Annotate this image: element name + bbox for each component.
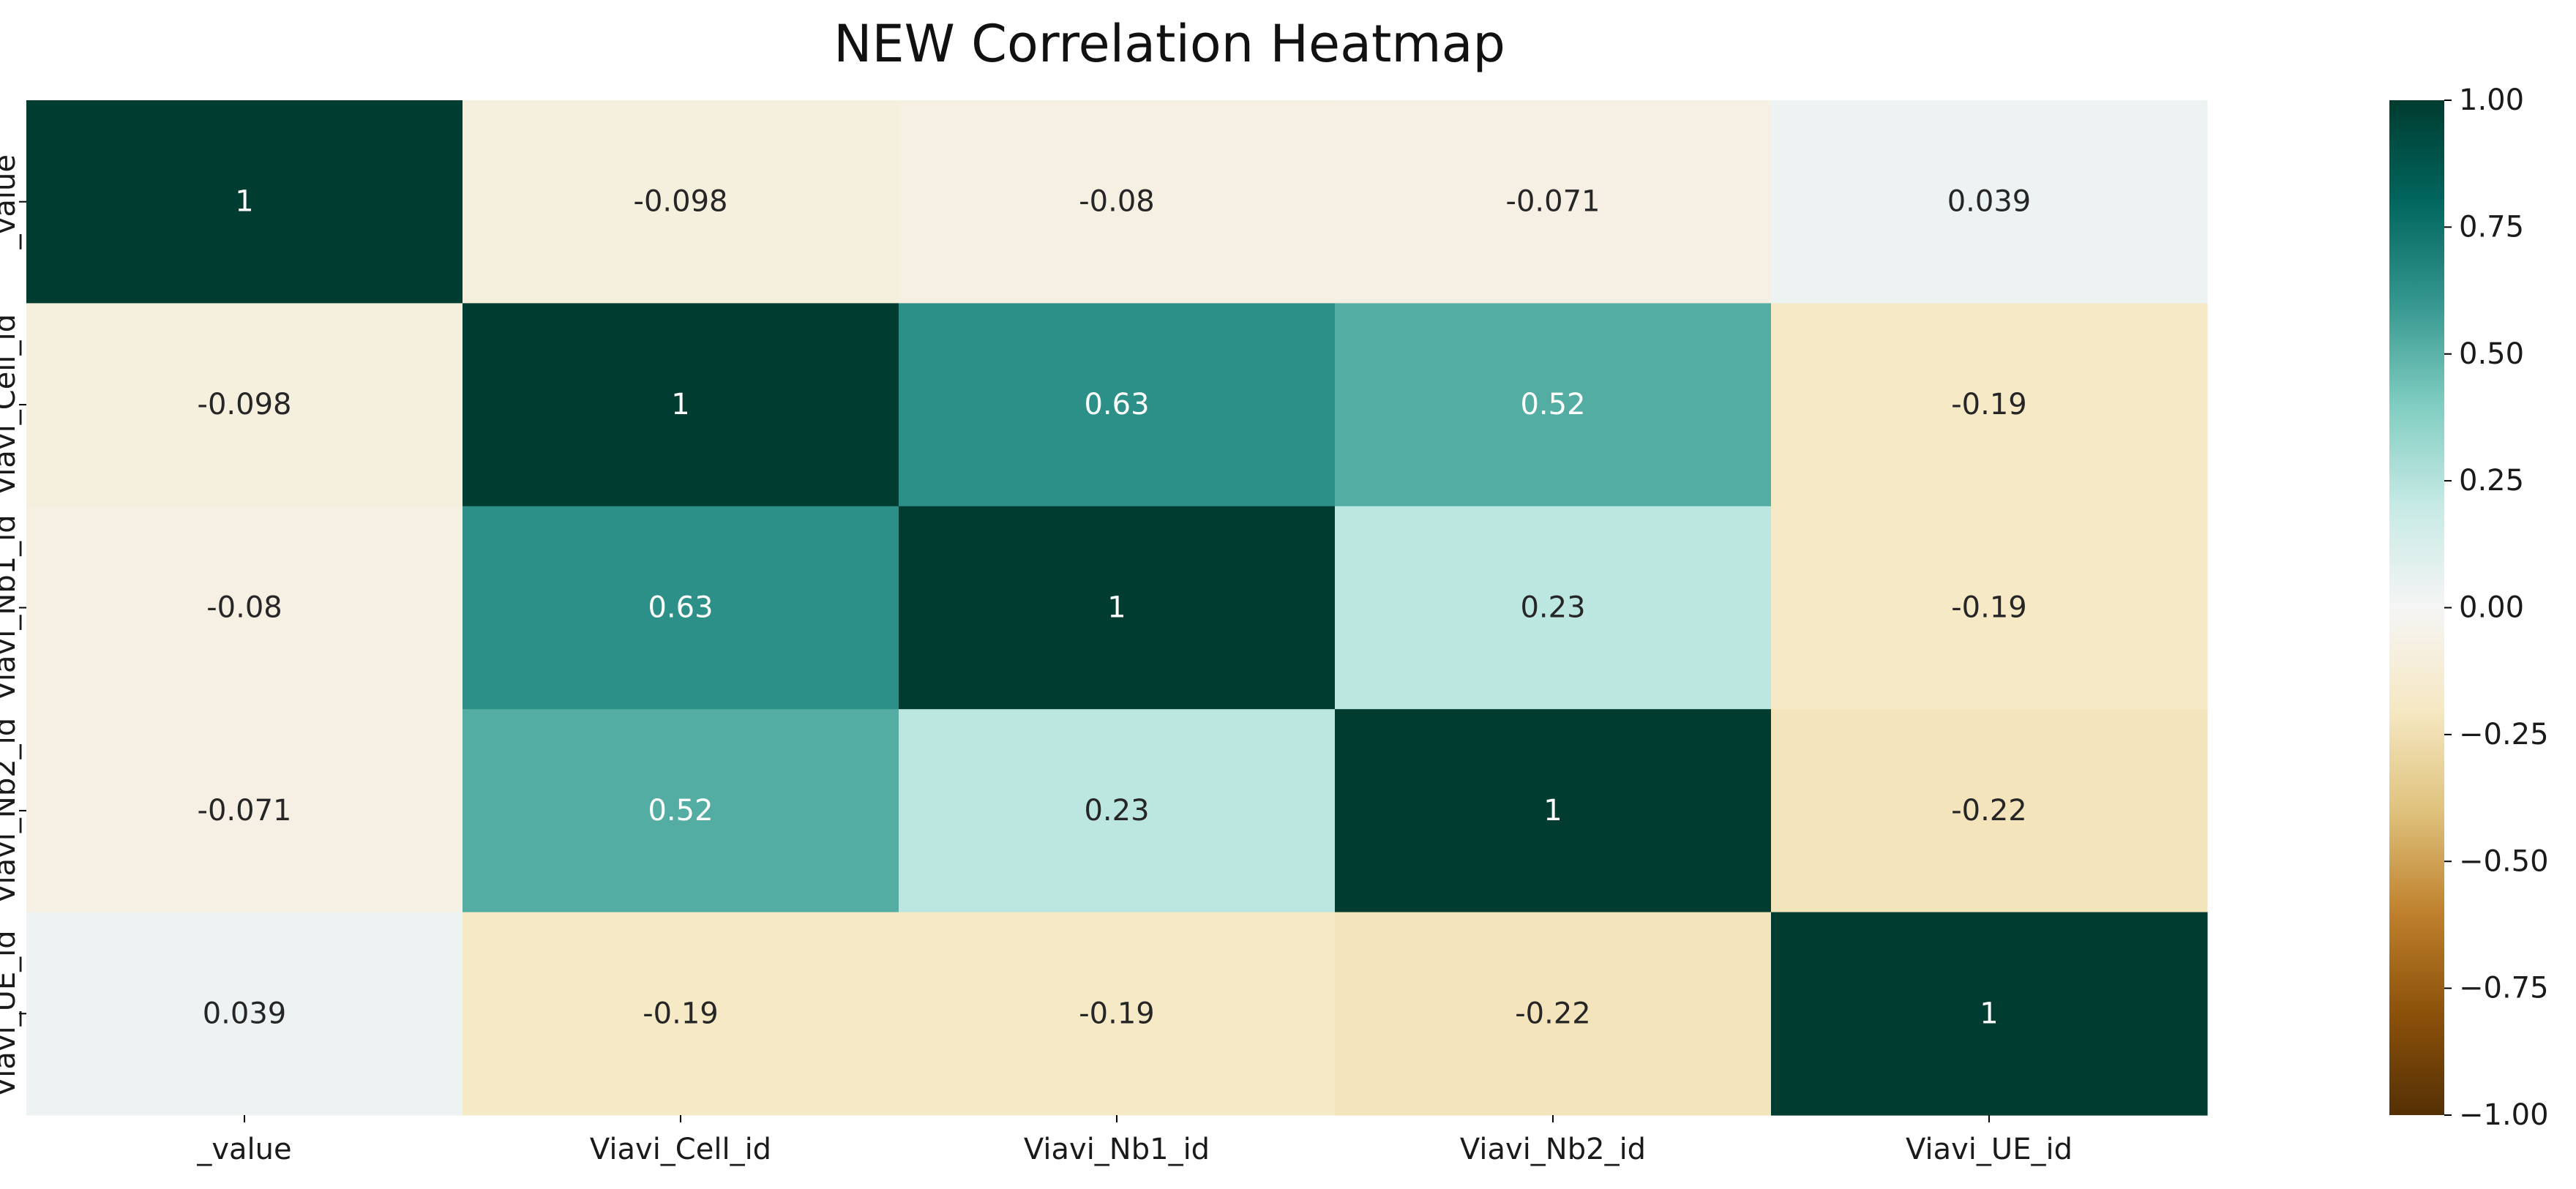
heatmap-cell xyxy=(463,506,899,710)
cell-annotation: -0.19 xyxy=(1951,388,2027,421)
colorbar-tick-label: 1.00 xyxy=(2459,83,2524,117)
y-tick-label: Viavi_Cell_id xyxy=(0,314,22,495)
heatmap-cells xyxy=(26,100,2208,1116)
cell-annotation: -0.098 xyxy=(634,185,728,219)
heatmap-cell xyxy=(463,912,899,1116)
y-axis-ticks: _value Viavi_Cell_id Viavi_Nb1_id Viavi_Nb2… xyxy=(0,154,26,1097)
y-tick-label: Viavi_UE_id xyxy=(0,930,22,1097)
cell-annotation: 0.52 xyxy=(1520,388,1585,421)
heatmap-cell xyxy=(463,303,899,507)
colorbar-tick-label: 0.00 xyxy=(2459,591,2524,625)
x-tick-label: Viavi_UE_id xyxy=(1906,1133,2073,1166)
cell-annotation: -0.071 xyxy=(1506,185,1600,219)
heatmap-cell xyxy=(1771,709,2208,913)
y-tick-label: Viavi_Nb2_id xyxy=(0,718,22,904)
x-tick-label: Viavi_Nb1_id xyxy=(1024,1133,1210,1166)
colorbar-tick-label: 0.75 xyxy=(2459,210,2524,244)
colorbar-tick-label: −1.00 xyxy=(2459,1098,2549,1132)
heatmap-cell xyxy=(899,912,1336,1116)
heatmap-cell xyxy=(1335,100,1772,304)
colorbar-gradient xyxy=(2389,100,2444,1115)
y-tick-label: _value xyxy=(0,154,22,250)
cell-annotation: -0.19 xyxy=(643,997,719,1030)
cell-annotation: 0.63 xyxy=(1084,388,1149,421)
heatmap-cell xyxy=(26,709,463,913)
cell-annotation: 1 xyxy=(1980,997,1998,1030)
heatmap-cell xyxy=(1771,100,2208,304)
x-tick-label: _value xyxy=(196,1133,291,1166)
cell-annotation: 1 xyxy=(1543,794,1562,828)
heatmap-cell xyxy=(1335,709,1772,913)
cell-annotation: 1 xyxy=(235,185,253,219)
cell-annotation: 0.23 xyxy=(1520,591,1585,625)
heatmap-cell xyxy=(899,303,1336,507)
cell-annotations: 1 -0.098 -0.08 -0.071 0.039 -0.098 1 0.63 0.52 -0… xyxy=(198,185,2032,1031)
colorbar-tick-label: 0.25 xyxy=(2459,464,2524,498)
colorbar-tick-label: 0.50 xyxy=(2459,337,2524,371)
cell-annotation: -0.19 xyxy=(1079,997,1155,1030)
heatmap-cell xyxy=(463,709,899,913)
y-tick-label: Viavi_Nb1_id xyxy=(0,514,22,700)
x-tick-label: Viavi_Cell_id xyxy=(590,1133,771,1166)
heatmap-cell xyxy=(26,506,463,710)
heatmap-cell xyxy=(1335,506,1772,710)
heatmap-cell xyxy=(899,506,1336,710)
cell-annotation: 0.23 xyxy=(1084,794,1149,828)
cell-annotation: 0.52 xyxy=(648,794,713,828)
cell-annotation: -0.22 xyxy=(1951,794,2027,828)
cell-annotation: -0.071 xyxy=(198,794,292,828)
cell-annotation: 0.63 xyxy=(648,591,713,625)
cell-annotation: 1 xyxy=(1107,591,1126,625)
cell-annotation: -0.08 xyxy=(206,591,282,625)
heatmap-cell xyxy=(26,912,463,1116)
cell-annotation: -0.08 xyxy=(1079,185,1155,219)
heatmap-cell xyxy=(463,100,899,304)
heatmap-cell xyxy=(1771,912,2208,1116)
cell-annotation: -0.098 xyxy=(198,388,292,421)
colorbar-tick-label: −0.75 xyxy=(2459,972,2549,1005)
cell-annotation: 1 xyxy=(671,388,689,421)
heatmap-cell xyxy=(1335,303,1772,507)
colorbar-tick-label: −0.50 xyxy=(2459,844,2549,878)
cell-annotation: 0.039 xyxy=(203,997,287,1030)
heatmap-cell xyxy=(26,100,463,304)
cell-annotation: -0.22 xyxy=(1515,997,1591,1030)
colorbar: 1.00 0.75 0.50 0.25 0.00 −0.25 −0.50 −0.75 −1.00 xyxy=(2389,83,2549,1132)
heatmap-cell xyxy=(1335,912,1772,1116)
chart-title: NEW Correlation Heatmap xyxy=(834,14,1505,74)
heatmap-cell xyxy=(899,100,1336,304)
heatmap-cell xyxy=(26,303,463,507)
cell-annotation: -0.19 xyxy=(1951,591,2027,625)
colorbar-tick-label: −0.25 xyxy=(2459,718,2549,751)
heatmap-cell xyxy=(1771,303,2208,507)
heatmap-cell xyxy=(1771,506,2208,710)
x-tick-label: Viavi_Nb2_id xyxy=(1460,1133,1646,1166)
cell-annotation: 0.039 xyxy=(1947,185,2032,219)
x-axis-ticks: _value Viavi_Cell_id Viavi_Nb1_id Viavi_Nb2… xyxy=(196,1115,2073,1166)
heatmap-cell xyxy=(899,709,1336,913)
